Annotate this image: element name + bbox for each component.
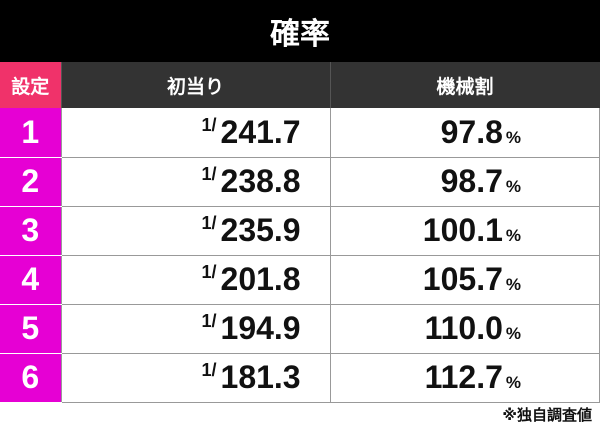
payout-cell: 100.1% (329, 206, 600, 256)
percent-unit: % (505, 127, 521, 147)
numerator: 1/ (201, 114, 217, 135)
percent-unit: % (505, 324, 521, 343)
percent-unit: % (505, 226, 521, 245)
first-hit-cell: 1/201.8 (60, 255, 330, 305)
probability-table: 設定 初当り 機械割 1 1/241.7 97.8% 2 1/238.8 98.7… (0, 62, 600, 403)
denominator: 201.8 (220, 261, 301, 297)
table-row: 1 1/241.7 97.8% (0, 108, 600, 158)
payout-value: 112.7 (424, 359, 503, 395)
numerator: 1/ (201, 311, 217, 331)
percent-unit: % (505, 373, 521, 392)
payout-cell: 112.7% (329, 353, 600, 403)
denominator: 241.7 (220, 113, 301, 150)
first-hit-cell: 1/238.8 (60, 157, 330, 207)
percent-unit: % (505, 177, 521, 196)
payout-cell: 110.0% (329, 304, 600, 354)
header-row: 設定 初当り 機械割 (0, 62, 600, 108)
denominator: 238.8 (220, 163, 301, 199)
footnote: ※独自調査値 (502, 407, 592, 424)
table-row: 6 1/181.3 112.7% (0, 353, 600, 403)
setting-cell: 5 (0, 304, 61, 354)
header-setting: 設定 (0, 62, 61, 108)
payout-cell: 98.7% (329, 157, 600, 207)
payout-cell: 97.8% (329, 108, 600, 158)
payout-cell: 105.7% (329, 255, 600, 305)
numerator: 1/ (201, 164, 217, 184)
numerator: 1/ (201, 213, 217, 233)
setting-cell: 4 (0, 255, 61, 305)
payout-value: 100.1 (422, 212, 503, 248)
numerator: 1/ (201, 262, 217, 282)
table-row: 2 1/238.8 98.7% (0, 157, 600, 207)
setting-cell: 3 (0, 206, 61, 256)
payout-value: 105.7 (422, 261, 503, 297)
first-hit-cell: 1/241.7 (60, 108, 330, 158)
table-row: 5 1/194.9 110.0% (0, 304, 600, 354)
payout-value: 110.0 (424, 310, 503, 346)
setting-cell: 6 (0, 353, 61, 403)
denominator: 235.9 (220, 212, 301, 248)
setting-cell: 1 (0, 108, 61, 158)
table-title: 確率 (0, 0, 600, 62)
first-hit-cell: 1/194.9 (60, 304, 330, 354)
payout-value: 98.7 (440, 163, 503, 199)
table-row: 3 1/235.9 100.1% (0, 206, 600, 256)
denominator: 181.3 (220, 359, 301, 395)
denominator: 194.9 (220, 310, 301, 346)
first-hit-cell: 1/235.9 (60, 206, 330, 256)
payout-value: 97.8 (440, 113, 503, 150)
first-hit-cell: 1/181.3 (60, 353, 330, 403)
numerator: 1/ (201, 360, 217, 380)
setting-cell: 2 (0, 157, 61, 207)
header-payout: 機械割 (329, 62, 600, 108)
header-first-hit: 初当り (60, 62, 330, 108)
percent-unit: % (505, 275, 521, 294)
table-row: 4 1/201.8 105.7% (0, 255, 600, 305)
